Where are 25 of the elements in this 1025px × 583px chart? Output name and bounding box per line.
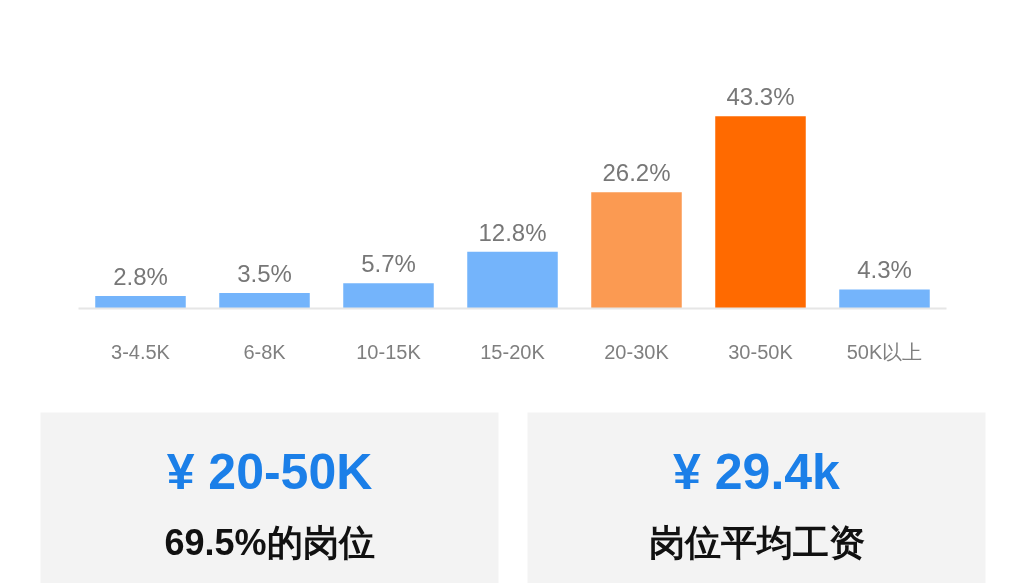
text: ¥ 20-50K bbox=[166, 444, 373, 501]
bar bbox=[343, 283, 434, 309]
x-tick-label: 3-4.5K bbox=[111, 340, 171, 363]
data-label: 4.3% bbox=[857, 256, 912, 284]
text: 岗位平均工资 bbox=[648, 521, 865, 563]
bar bbox=[467, 251, 558, 309]
data-label: 26.2% bbox=[602, 159, 671, 187]
bar bbox=[839, 289, 930, 309]
data-label: 12.8% bbox=[478, 218, 547, 246]
x-tick-label: 50K以上 bbox=[846, 340, 923, 363]
x-tick-label: 20-30K bbox=[604, 340, 670, 363]
x-tick-label: 15-20K bbox=[480, 340, 546, 363]
bar bbox=[715, 116, 806, 309]
text: ¥ 29.4k bbox=[673, 444, 841, 501]
bar bbox=[219, 292, 310, 309]
bar bbox=[95, 296, 186, 309]
data-label: 5.7% bbox=[361, 250, 416, 278]
bar bbox=[591, 192, 682, 309]
x-tick-label: 6-8K bbox=[243, 340, 287, 363]
data-label: 43.3% bbox=[726, 83, 795, 111]
x-tick-label: 10-15K bbox=[356, 340, 422, 363]
data-label: 3.5% bbox=[237, 259, 292, 287]
data-label: 2.8% bbox=[113, 263, 168, 291]
text: 69.5%的岗位 bbox=[164, 521, 375, 563]
x-tick-label: 30-50K bbox=[728, 340, 794, 363]
